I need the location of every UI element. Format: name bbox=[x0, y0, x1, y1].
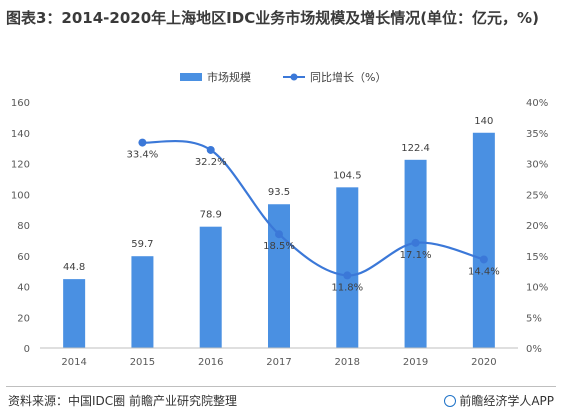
bar-value-label: 44.8 bbox=[63, 262, 85, 273]
y-left-tick-label: 160 bbox=[11, 98, 30, 109]
bar-value-label: 122.4 bbox=[401, 143, 430, 154]
growth-point-2016 bbox=[206, 145, 215, 154]
bar-2015 bbox=[131, 256, 154, 348]
bar-2014 bbox=[63, 279, 86, 348]
bar-series bbox=[63, 132, 495, 348]
growth-value-label: 11.8% bbox=[331, 282, 363, 293]
growth-point-2018 bbox=[343, 271, 352, 280]
y-left-tick-label: 60 bbox=[17, 252, 30, 263]
growth-point-2017 bbox=[275, 230, 283, 239]
bar-2019 bbox=[404, 159, 427, 348]
bar-value-label: 104.5 bbox=[333, 170, 362, 181]
x-tick-label: 2015 bbox=[130, 357, 155, 368]
brand-name: 前瞻经济学人APP bbox=[459, 394, 554, 408]
brand-credit: 前瞻经济学人APP bbox=[444, 392, 554, 409]
y-left-tick-label: 20 bbox=[17, 313, 30, 324]
data-labels: 44.8 59.7 78.9 93.5 104.5 122.4 140 33.4% 32.2% 1… bbox=[63, 116, 500, 294]
y-right-tick-label: 20% bbox=[526, 221, 548, 232]
growth-point-2015 bbox=[138, 138, 147, 147]
right-axis: 0% 5% 10% 15% 20% 25% 30% 35% 40% bbox=[526, 98, 548, 355]
y-right-tick-label: 15% bbox=[526, 252, 548, 263]
growth-value-label: 14.4% bbox=[468, 266, 500, 277]
y-left-tick-label: 120 bbox=[11, 160, 30, 171]
y-left-tick-label: 0 bbox=[24, 344, 30, 355]
x-tick-label: 2020 bbox=[471, 357, 496, 368]
legend-label-bar: 市场规模 bbox=[207, 70, 251, 84]
x-tick-label: 2014 bbox=[61, 357, 86, 368]
bar-value-label: 78.9 bbox=[200, 210, 222, 221]
bar-2020 bbox=[472, 132, 495, 348]
x-tick-label: 2018 bbox=[335, 357, 360, 368]
bar-value-label: 93.5 bbox=[268, 187, 290, 198]
bar-value-label: 140 bbox=[474, 116, 493, 127]
y-left-tick-label: 140 bbox=[11, 129, 30, 140]
growth-point-2019 bbox=[411, 238, 420, 247]
chart-title: 图表3：2014-2020年上海地区IDC业务市场规模及增长情况(单位：亿元，%… bbox=[6, 9, 539, 27]
bar-2016 bbox=[199, 226, 222, 348]
legend: 市场规模 同比增长（%） bbox=[180, 70, 386, 84]
footer-divider bbox=[6, 386, 556, 387]
growth-value-label: 33.4% bbox=[127, 150, 159, 161]
y-left-tick-label: 40 bbox=[17, 283, 30, 294]
growth-value-label: 17.1% bbox=[400, 250, 432, 261]
y-right-tick-label: 30% bbox=[526, 160, 548, 171]
x-tick-label: 2019 bbox=[403, 357, 428, 368]
line-series bbox=[138, 138, 488, 280]
growth-value-label: 32.2% bbox=[195, 157, 227, 168]
growth-line bbox=[142, 139, 485, 277]
y-right-tick-label: 35% bbox=[526, 129, 548, 140]
y-left-tick-label: 80 bbox=[17, 221, 30, 232]
y-right-tick-label: 0% bbox=[526, 344, 542, 355]
growth-value-label: 18.5% bbox=[263, 241, 295, 252]
bar-value-label: 59.7 bbox=[131, 239, 153, 250]
growth-point-2020 bbox=[479, 255, 488, 264]
chart: 市场规模 同比增长（%） 0 20 40 60 80 100 120 140 160 0% 5% 10… bbox=[11, 70, 548, 368]
y-right-tick-label: 25% bbox=[526, 190, 548, 201]
source-note: 资料来源：中国IDC圈 前瞻产业研究院整理 bbox=[8, 394, 237, 408]
y-right-tick-label: 40% bbox=[526, 98, 548, 109]
bar-2018 bbox=[336, 187, 359, 348]
x-tick-label: 2017 bbox=[266, 357, 291, 368]
brand-logo-icon bbox=[444, 395, 457, 407]
x-tick-label: 2016 bbox=[198, 357, 223, 368]
x-axis: 2014 2015 2016 2017 2018 2019 2020 bbox=[40, 347, 518, 368]
y-left-tick-label: 100 bbox=[11, 190, 30, 201]
legend-marker-line bbox=[290, 73, 298, 81]
left-axis: 0 20 40 60 80 100 120 140 160 bbox=[11, 98, 30, 355]
legend-swatch-bar bbox=[180, 73, 202, 81]
y-right-tick-label: 5% bbox=[526, 313, 542, 324]
y-right-tick-label: 10% bbox=[526, 283, 548, 294]
legend-label-line: 同比增长（%） bbox=[310, 70, 386, 84]
